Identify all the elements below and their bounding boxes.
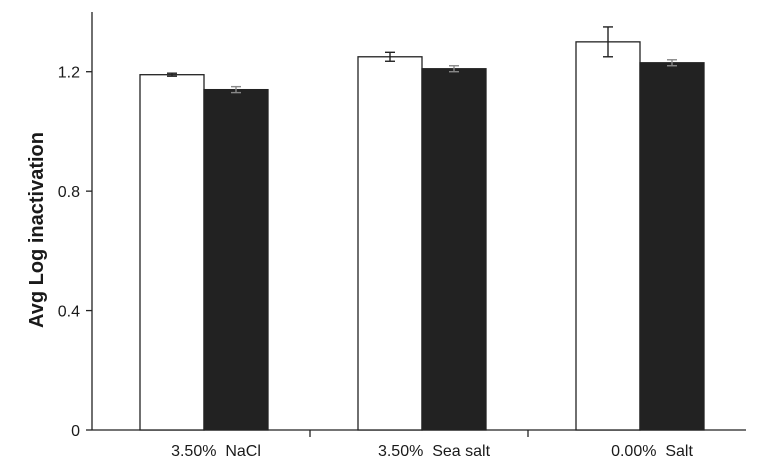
x-category-label: 3.50% NaCl (171, 443, 261, 460)
chart-marks: 0 0.4 0.8 1.2 3.50% NaCl 3.50% Sea salt 0.00% … (58, 12, 746, 460)
x-category-label: 0.00% Salt (611, 443, 693, 460)
y-tick-label: 0.4 (58, 304, 80, 321)
bar-series-1 (575, 41, 641, 431)
bar-series-1 (139, 74, 205, 431)
x-category-label: 3.50% Sea salt (378, 443, 491, 460)
y-tick-label: 0.8 (58, 184, 80, 201)
bar-series-2 (639, 62, 705, 431)
y-axis-title: Avg Log inactivation (26, 132, 48, 328)
bar-series-2 (421, 68, 487, 431)
y-tick-label: 0 (71, 423, 80, 440)
bar-series-1 (357, 56, 423, 431)
bar-series-2 (203, 88, 269, 431)
y-tick-label: 1.2 (58, 65, 80, 82)
